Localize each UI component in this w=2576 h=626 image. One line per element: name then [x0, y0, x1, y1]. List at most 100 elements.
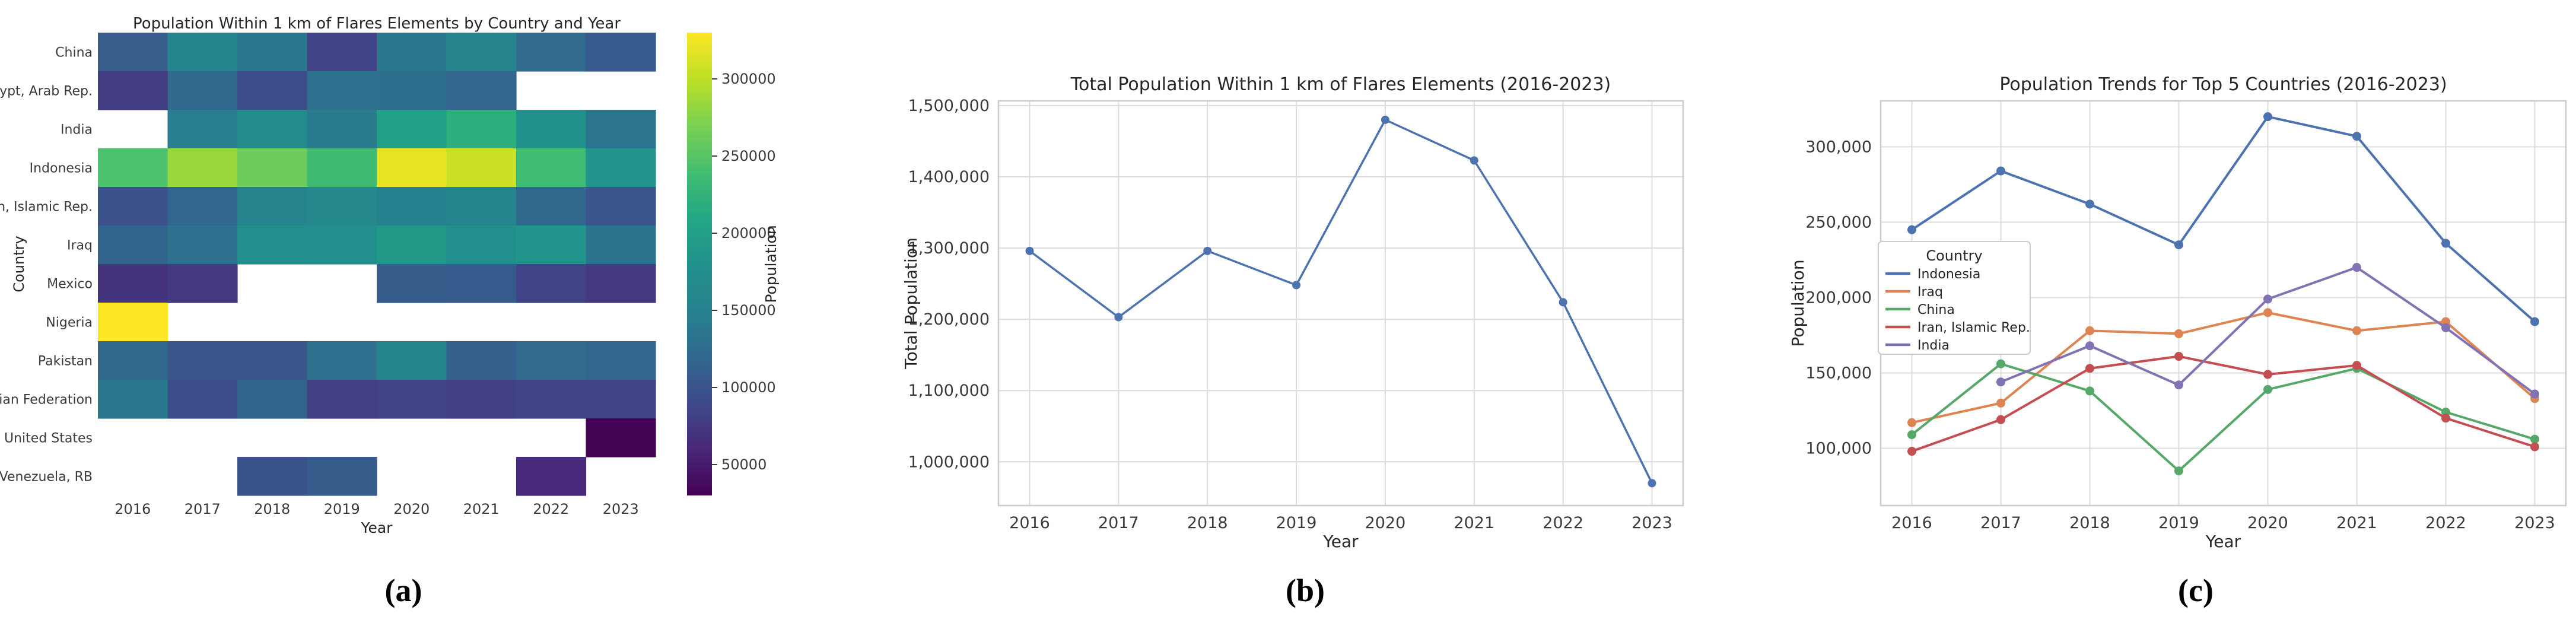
heatmap-cell	[237, 380, 308, 419]
heatmap-cell	[586, 264, 656, 303]
y-tick-label: 150,000	[1805, 364, 1872, 382]
heatmap-cell	[586, 33, 656, 72]
legend-box	[1878, 241, 2031, 355]
heatmap-cell	[516, 380, 587, 419]
x-axis-label: Year	[1322, 532, 1359, 551]
data-point-total	[1381, 115, 1389, 124]
heatmap-cell	[307, 110, 377, 149]
heatmap-cell	[167, 225, 238, 265]
x-tick-label: 2017	[1980, 514, 2021, 532]
x-tick-label: 2019	[1276, 514, 1317, 532]
colorbar	[687, 33, 712, 495]
heatmap-cell	[307, 71, 377, 110]
heatmap-cell	[586, 148, 656, 188]
legend-label-iraq: Iraq	[1917, 285, 1943, 300]
y-tick-label: India	[61, 123, 93, 138]
x-tick-label: 2019	[2158, 514, 2199, 532]
x-tick-label: 2021	[463, 501, 500, 517]
y-tick-label: United States	[4, 431, 93, 446]
x-tick-label: 2022	[1543, 514, 1583, 532]
data-point-india	[2530, 389, 2539, 399]
legend-label-india: India	[1917, 338, 1950, 353]
x-tick-label: 2019	[324, 501, 360, 517]
y-tick-label: Iran, Islamic Rep.	[0, 200, 93, 215]
heatmap-cell	[98, 380, 168, 419]
heatmap-cell	[98, 303, 168, 342]
y-tick-label: 1,100,000	[908, 382, 990, 400]
heatmap-cell	[167, 187, 238, 226]
x-axis-label: Year	[2205, 532, 2241, 551]
chart-title: Population Trends for Top 5 Countries (2…	[1999, 74, 2447, 95]
data-point-iraq	[1907, 418, 1916, 427]
heatmap-cell	[237, 341, 308, 380]
data-point-indonesia	[2263, 112, 2272, 122]
data-point-india	[2085, 341, 2094, 351]
heatmap-cell	[446, 187, 517, 226]
heatmap-cell	[377, 264, 447, 303]
data-point-indonesia	[2085, 199, 2094, 209]
heatmap-cell	[516, 225, 587, 265]
heatmap-cell	[167, 33, 238, 72]
heatmap-cell	[237, 148, 308, 188]
y-tick-label: Iraq	[67, 239, 93, 253]
heatmap-cell	[307, 341, 377, 380]
heatmap-cell	[237, 225, 308, 265]
y-tick-label: 1,300,000	[908, 239, 990, 258]
heatmap-cell	[98, 341, 168, 380]
top5-line-svg: 100,000 150,000 200,000 250,000 300,000 2016 2…	[1788, 74, 2567, 551]
data-point-iran-islamic-rep	[2352, 361, 2361, 370]
heatmap-cell	[167, 71, 238, 110]
heatmap-cell	[377, 110, 447, 149]
heatmap-cell	[586, 380, 656, 419]
y-tick-label: China	[55, 46, 93, 61]
heatmap-cell	[237, 110, 308, 149]
x-tick-label: 2017	[185, 501, 221, 517]
y-tick-label: 250,000	[1805, 213, 1872, 231]
x-tick-label: 2017	[1098, 514, 1139, 532]
y-tick-label: 1,200,000	[908, 310, 990, 329]
x-tick-label: 2018	[2069, 514, 2110, 532]
heatmap-cell	[237, 187, 308, 226]
heatmap-cell	[237, 71, 308, 110]
heatmap-cell	[307, 457, 377, 496]
heatmap-cell	[377, 148, 447, 188]
heatmap-cell	[377, 341, 447, 380]
legend-label-iran-islamic-rep: Iran, Islamic Rep.	[1917, 320, 2030, 335]
chart-title: Total Population Within 1 km of Flares E…	[1070, 74, 1611, 95]
data-point-china	[2530, 434, 2539, 444]
heatmap-cell	[237, 457, 308, 496]
x-tick-label: 2018	[1187, 514, 1228, 532]
heatmap-cell	[98, 264, 168, 303]
caption-a: (a)	[384, 573, 422, 608]
y-tick-label: 1,400,000	[908, 168, 990, 186]
heatmap-cell	[446, 264, 517, 303]
y-tick-label: Indonesia	[30, 161, 93, 176]
legend-label-china: China	[1917, 303, 1955, 317]
data-point-china	[1996, 359, 2005, 368]
total-population-line-figure: 1,000,000 1,100,000 1,200,000 1,300,000 1,40…	[890, 0, 1697, 564]
heatmap-cell	[446, 341, 517, 380]
series-line-iraq	[1912, 311, 2536, 424]
series-line-total	[1029, 119, 1653, 484]
x-tick-label: 2021	[1454, 514, 1494, 532]
data-point-india	[2352, 263, 2361, 272]
heatmap-cell	[307, 33, 377, 72]
y-tick-label: 200,000	[1805, 288, 1872, 307]
y-tick-label: Venezuela, RB	[0, 470, 93, 485]
heatmap-cell	[446, 71, 517, 110]
y-tick-label: Russian Federation	[0, 393, 93, 408]
x-tick-label: 2016	[1891, 514, 1932, 532]
legend: Country Indonesia Iraq China Iran, Islamic R…	[1878, 241, 2031, 355]
plot-background	[998, 101, 1683, 506]
x-tick-label: 2022	[533, 501, 569, 517]
heatmap-cell	[307, 225, 377, 265]
data-point-iran-islamic-rep	[2530, 442, 2539, 452]
heatmap-cell	[586, 187, 656, 226]
heatmap-cell	[167, 380, 238, 419]
x-tick-label: 2023	[2514, 514, 2555, 532]
data-point-iran-islamic-rep	[2085, 364, 2094, 373]
y-tick-label: Egypt, Arab Rep.	[0, 84, 93, 99]
data-point-iraq	[2174, 329, 2183, 338]
heatmap-cell	[98, 187, 168, 226]
